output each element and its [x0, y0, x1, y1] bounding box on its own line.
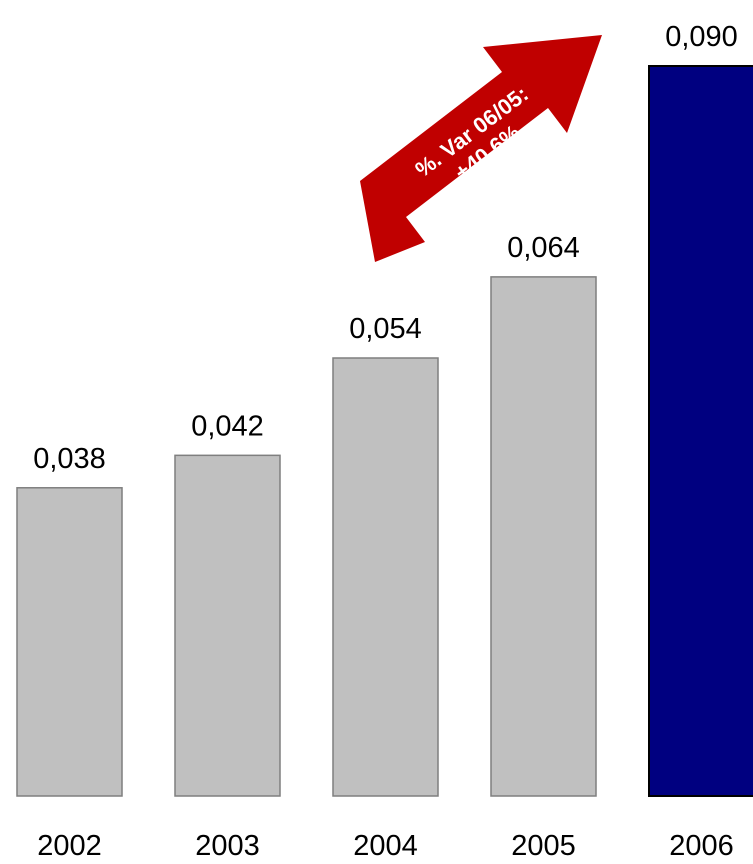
category-label-2002: 2002 [37, 830, 102, 862]
value-label-2003: 0,042 [191, 410, 264, 442]
category-label-2006: 2006 [669, 830, 734, 862]
variation-callout-arrow: %. Var 06/05: +40,6% [360, 35, 602, 262]
category-labels-group: 2002 2003 2004 2005 2006 [37, 830, 734, 862]
value-label-2006: 0,090 [665, 21, 738, 53]
value-label-2005: 0,064 [507, 232, 580, 264]
bars-group [16, 65, 753, 797]
callout-arrow-shape [360, 35, 602, 262]
value-label-2004: 0,054 [349, 313, 422, 345]
category-label-2004: 2004 [353, 830, 418, 862]
bar-2005 [490, 276, 597, 797]
bar-2002 [16, 487, 123, 797]
bar-2006 [648, 65, 753, 797]
value-labels-group: 0,038 0,042 0,054 0,064 0,090 [33, 21, 738, 475]
category-label-2003: 2003 [195, 830, 260, 862]
category-label-2005: 2005 [511, 830, 576, 862]
value-label-2002: 0,038 [33, 443, 106, 475]
bar-2004 [332, 357, 439, 797]
bar-2003 [174, 454, 281, 797]
